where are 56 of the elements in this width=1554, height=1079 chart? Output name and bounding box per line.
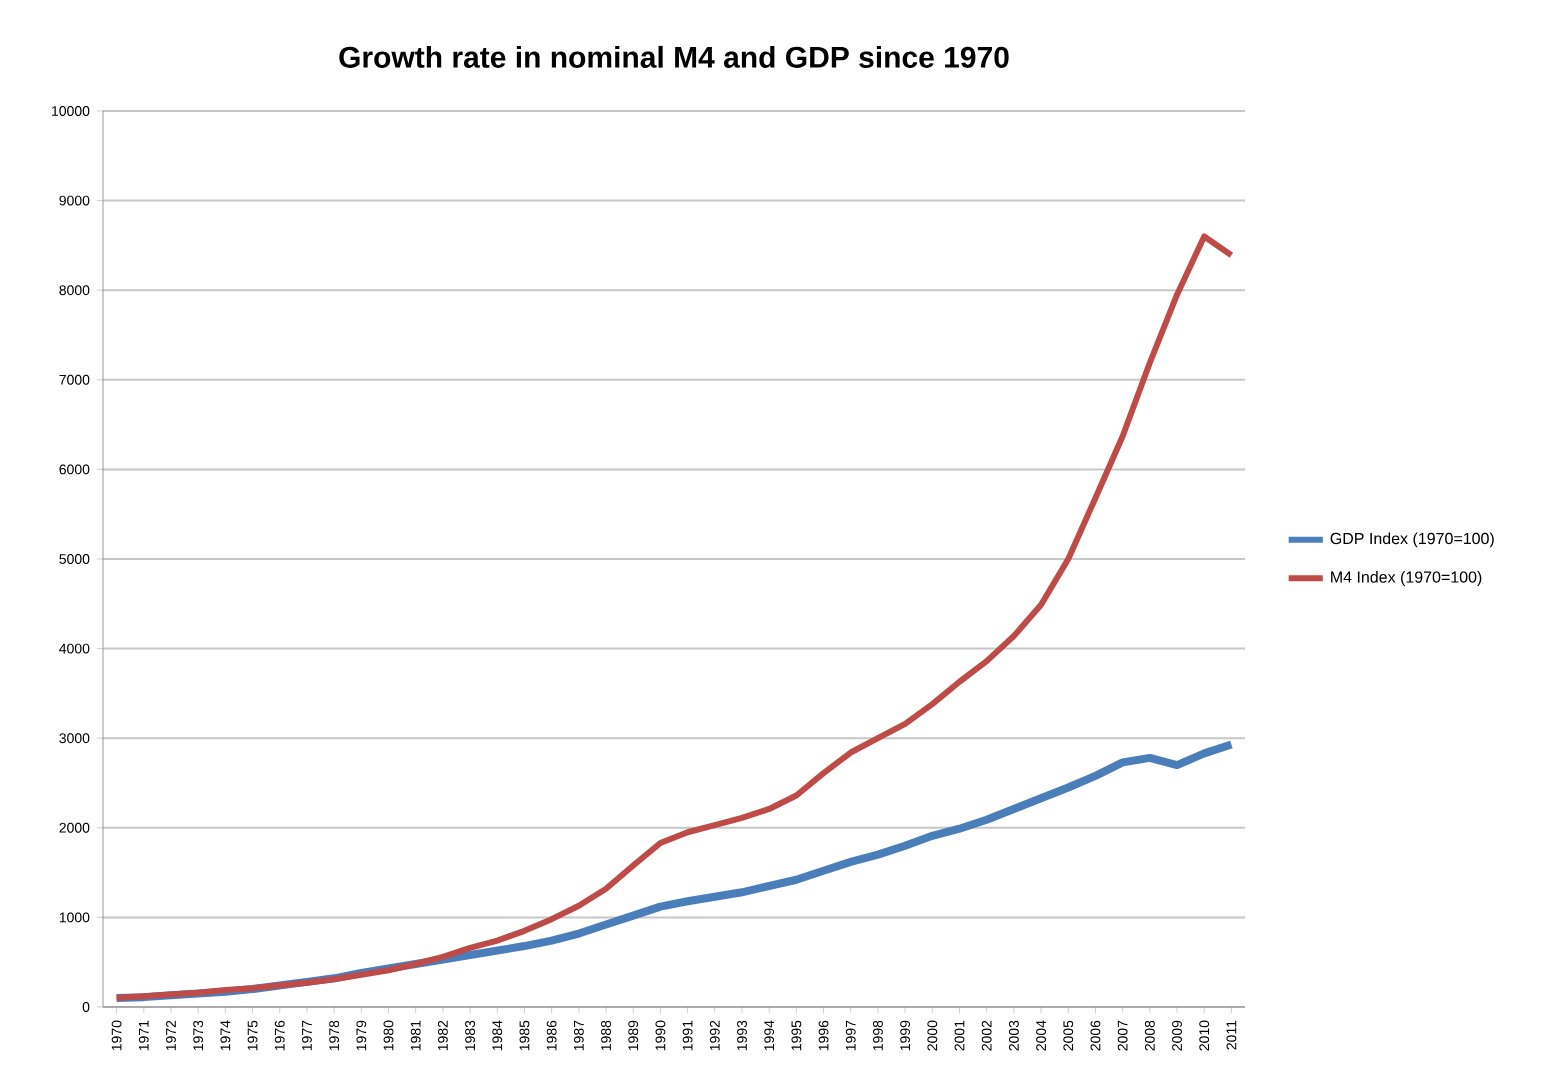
x-tick-label: 1972 (166, 1020, 176, 1051)
x-tick-label: 2002 (981, 1020, 992, 1051)
x-tick-label: 1981 (410, 1020, 421, 1051)
x-tick-label: 1998 (873, 1020, 883, 1051)
x-tick-label: 1994 (764, 1020, 775, 1051)
x-tick-label: 2008 (1144, 1020, 1155, 1051)
x-tick-label: 2007 (1117, 1020, 1128, 1051)
y-tick-label: 0 (82, 1002, 90, 1012)
x-tick-label: 1990 (655, 1020, 666, 1051)
x-tick-label: 1984 (492, 1020, 503, 1051)
x-tick-label: 1977 (302, 1020, 312, 1051)
x-tick-label: 1980 (383, 1020, 394, 1051)
y-tick-label: 4000 (59, 643, 90, 654)
y-tick-label: 10000 (52, 106, 90, 116)
y-tick-label: 5000 (59, 554, 90, 564)
x-tick-label: 1987 (573, 1020, 584, 1051)
x-tick-label: 2003 (1008, 1020, 1019, 1051)
x-tick-label: 1978 (329, 1020, 340, 1051)
x-tick-label: 2011 (1226, 1020, 1237, 1050)
y-tick-label: 8000 (59, 285, 90, 296)
x-tick-label: 2010 (1199, 1020, 1210, 1051)
y-tick-label: 6000 (59, 464, 90, 475)
x-tick-label: 1991 (682, 1020, 693, 1051)
x-tick-label: 1985 (519, 1020, 530, 1051)
x-tick-label: 1986 (546, 1020, 557, 1051)
x-tick-label: 1970 (111, 1020, 122, 1051)
y-tick-label: 2000 (59, 822, 90, 833)
x-tick-label: 1997 (845, 1020, 856, 1051)
x-tick-label: 1996 (818, 1020, 829, 1051)
x-tick-label: 1988 (601, 1020, 611, 1051)
x-tick-label: 1979 (356, 1020, 367, 1051)
x-tick-label: 1992 (709, 1020, 720, 1051)
x-tick-label: 1974 (220, 1020, 231, 1051)
x-tick-label: 2001 (954, 1020, 965, 1051)
x-tick-label: 2000 (927, 1020, 938, 1051)
y-tick-label: 1000 (59, 912, 90, 923)
legend-label: M4 Index (1970=100) (1331, 570, 1482, 586)
chart-title: Growth rate in nominal M4 and GDP since 1970 (339, 45, 1009, 68)
x-tick-label: 1999 (900, 1020, 911, 1051)
x-tick-label: 2006 (1090, 1020, 1101, 1051)
x-tick-label: 1976 (274, 1020, 285, 1051)
x-tick-label: 1971 (138, 1020, 149, 1051)
x-tick-label: 2004 (1036, 1020, 1047, 1051)
x-tick-label: 2009 (1172, 1020, 1182, 1051)
y-tick-label: 3000 (59, 733, 90, 744)
x-tick-label: 1995 (791, 1020, 802, 1051)
x-tick-label: 1975 (247, 1020, 258, 1051)
x-tick-label: 2005 (1063, 1020, 1074, 1051)
x-tick-label: 1973 (193, 1020, 204, 1051)
x-tick-label: 1993 (737, 1020, 747, 1051)
legend-label: GDP Index (1970=100) (1330, 532, 1494, 548)
x-tick-label: 1989 (628, 1020, 639, 1051)
x-tick-label: 1982 (437, 1020, 448, 1051)
y-tick-label: 7000 (59, 374, 90, 385)
x-tick-label: 1983 (465, 1020, 476, 1051)
y-tick-label: 9000 (59, 195, 90, 206)
